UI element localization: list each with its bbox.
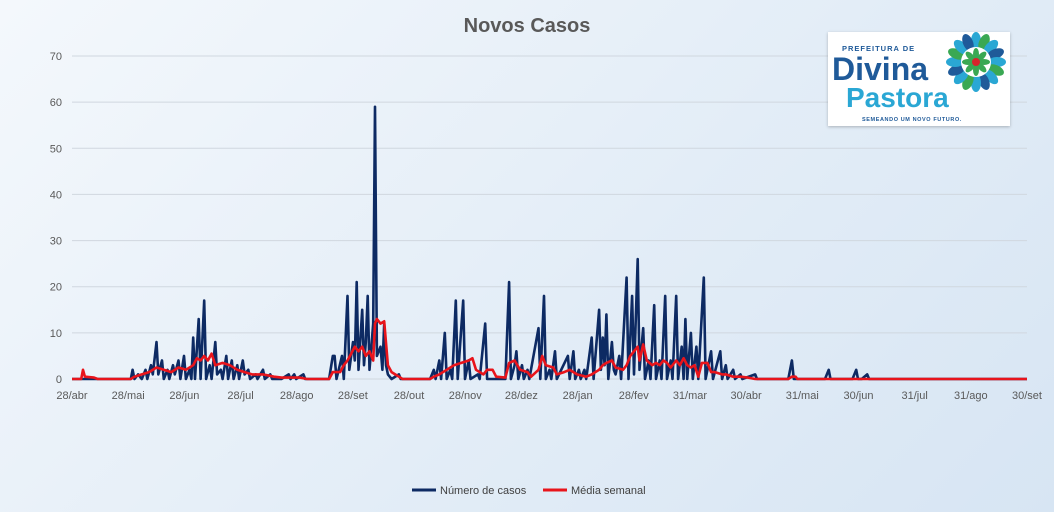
- flower-emblem-icon: [946, 32, 1006, 92]
- x-tick-label: 31/mar: [673, 390, 708, 402]
- flower-outer-petal: [978, 72, 990, 90]
- x-tick-label: 28/abr: [56, 390, 88, 402]
- legend-label-cases: Número de casos: [440, 485, 527, 497]
- logo-artwork: PREFEITURA DE Divina Pastora SEMEANDO UM…: [832, 32, 1006, 123]
- x-axis-ticks: 28/abr 28/mai 28/jun 28/jul 28/ago 28/set 28/o…: [56, 390, 1042, 402]
- flower-center: [972, 58, 980, 66]
- x-tick-label: 28/jan: [563, 390, 593, 402]
- y-axis-ticks: 0 10 20 30 40 50 60 70: [50, 51, 62, 386]
- flower-outer-petal: [953, 39, 969, 55]
- flower-inner-petal: [973, 64, 979, 76]
- x-tick-label: 30/set: [1012, 390, 1042, 402]
- y-tick-label: 0: [56, 374, 62, 386]
- flower-outer-petal: [962, 34, 974, 52]
- x-tick-label: 28/set: [338, 390, 368, 402]
- x-tick-label: 30/jun: [843, 390, 873, 402]
- x-tick-label: 28/dez: [505, 390, 538, 402]
- y-tick-label: 70: [50, 51, 62, 63]
- logo-line-1: Divina: [832, 51, 928, 87]
- series-line-cases: [72, 105, 1027, 381]
- flower-inner-petal: [976, 51, 987, 62]
- flower-inner-petal: [962, 59, 974, 65]
- flower-inner-petal: [965, 51, 976, 62]
- x-tick-label: 28/jun: [169, 390, 199, 402]
- x-tick-label: 28/nov: [449, 390, 483, 402]
- flower-inner-petal: [973, 48, 979, 60]
- y-tick-label: 60: [50, 97, 62, 109]
- y-tick-label: 20: [50, 282, 62, 294]
- legend-label-weekly-average: Média semanal: [571, 485, 646, 497]
- flower-outer-petal: [983, 39, 999, 55]
- logo-line-2: Pastora: [846, 82, 949, 113]
- flower-inner-petal: [978, 59, 990, 65]
- x-tick-label: 31/mai: [786, 390, 819, 402]
- chart-legend: Número de casos Média semanal: [412, 485, 646, 497]
- flower-outer-petal: [983, 69, 999, 85]
- x-tick-label: 28/fev: [619, 390, 649, 402]
- flower-outer-petal: [986, 48, 1004, 60]
- x-tick-label: 31/jul: [901, 390, 927, 402]
- logo-top-text: PREFEITURA DE: [842, 44, 915, 53]
- y-tick-label: 50: [50, 143, 62, 155]
- flower-inner-petal: [976, 62, 987, 73]
- x-tick-label: 28/jul: [227, 390, 253, 402]
- flower-outer-petal: [948, 64, 966, 76]
- series-line-weekly-average: [72, 317, 1027, 381]
- x-tick-label: 30/abr: [731, 390, 763, 402]
- series-lines: [72, 105, 1027, 381]
- chart-title: Novos Casos: [464, 15, 591, 37]
- y-tick-label: 10: [50, 328, 62, 340]
- divina-pastora-logo: PREFEITURA DE Divina Pastora SEMEANDO UM…: [828, 32, 1010, 126]
- y-tick-label: 40: [50, 189, 62, 201]
- x-tick-label: 28/ago: [280, 390, 314, 402]
- logo-slogan: SEMEANDO UM NOVO FUTURO.: [862, 117, 962, 123]
- y-tick-label: 30: [50, 236, 62, 248]
- x-tick-label: 31/ago: [954, 390, 988, 402]
- flower-inner-petal: [965, 62, 976, 73]
- x-tick-label: 28/out: [394, 390, 425, 402]
- flower-outer-petal: [953, 69, 969, 85]
- x-tick-label: 28/mai: [112, 390, 145, 402]
